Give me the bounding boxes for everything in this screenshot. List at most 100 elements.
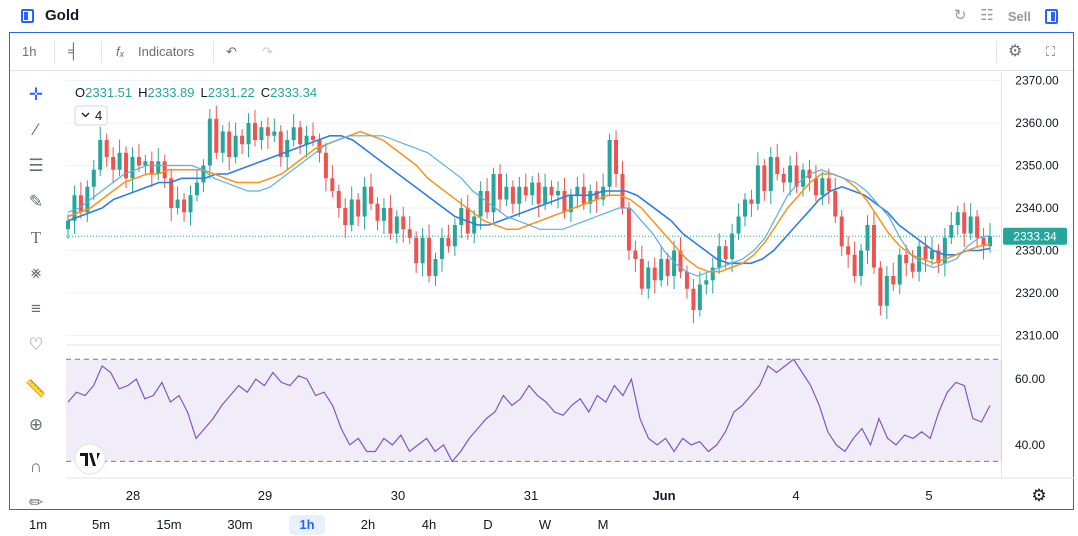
title-bar: Gold ↻ ☷ Sell: [0, 0, 1078, 32]
candle-body: [265, 127, 270, 136]
candle-body: [510, 186, 515, 204]
drawing-tools-sidebar: ✛ ∕ ☰ ✎ T ⨳ ≡ ♡ 📏 ⊕ ∩ ✏: [10, 71, 60, 512]
candle-body: [968, 216, 973, 234]
trend-line-icon[interactable]: ∕: [34, 120, 38, 139]
candle-body: [710, 267, 715, 281]
timeframe-5m[interactable]: 5m: [91, 517, 111, 532]
timeframe-2h[interactable]: 2h: [360, 517, 376, 532]
text-tool-icon[interactable]: T: [30, 228, 42, 247]
candle-body: [859, 250, 864, 276]
candle-body: [833, 191, 838, 217]
redo-icon[interactable]: ↷: [262, 44, 273, 59]
candle-body: [227, 131, 232, 157]
prediction-icon[interactable]: ≡: [31, 299, 41, 318]
candle-body: [311, 135, 316, 140]
candle-body: [543, 186, 548, 204]
time-tick-label: 5: [925, 488, 932, 503]
candle-body: [143, 161, 148, 166]
fib-retracement-icon[interactable]: ☰: [28, 156, 44, 175]
magnet-icon[interactable]: ∩: [29, 457, 43, 476]
candle-body: [762, 165, 767, 191]
timeframe-4h[interactable]: 4h: [421, 517, 437, 532]
fx-icon[interactable]: fₓ: [116, 44, 125, 59]
candle-body: [207, 118, 212, 166]
timeframe-w[interactable]: W: [538, 517, 552, 532]
timeframe-d[interactable]: D: [483, 517, 493, 532]
legend-l-label: L: [201, 85, 208, 100]
tradingview-logo: [74, 443, 106, 475]
candle-body: [530, 182, 535, 196]
timeframe-m[interactable]: M: [597, 517, 609, 532]
candle-body: [452, 225, 457, 247]
candle-body: [988, 236, 992, 247]
svg-text:⚙: ⚙: [1031, 486, 1046, 506]
brush-icon[interactable]: ✎: [28, 192, 44, 211]
indicators-button[interactable]: Indicators: [138, 44, 195, 59]
svg-text:2333.34: 2333.34: [1013, 229, 1057, 243]
crosshair-icon[interactable]: ✛: [28, 85, 44, 104]
candle-body: [124, 152, 129, 179]
sell-panel-icon[interactable]: [1045, 8, 1058, 24]
candle-body: [575, 186, 580, 196]
timeframe-30m[interactable]: 30m: [227, 517, 253, 532]
candle-body: [697, 284, 702, 310]
toolbar-divider: [996, 41, 997, 63]
candle-body: [568, 195, 573, 213]
lock-drawings-icon[interactable]: ✏: [28, 493, 44, 512]
chart-toolbar: 1h ╡ fₓ Indicators ↶ ↷ ⚙ ⛶: [10, 33, 1073, 71]
candle-body: [672, 250, 677, 276]
candle-body: [272, 131, 277, 136]
candle-body: [917, 246, 922, 272]
axis-settings-gear-icon[interactable]: ⚙: [1031, 486, 1046, 506]
candle-body: [194, 182, 199, 196]
timeframe-bar: 1m 5m 15m 30m 1h 2h 4h D W M: [0, 512, 1078, 536]
sell-button[interactable]: Sell: [1007, 8, 1031, 24]
toolbar-divider: [101, 41, 102, 63]
favorites-heart-icon[interactable]: ♡: [28, 335, 44, 354]
timeframe-1h[interactable]: 1h: [289, 515, 325, 535]
candle-body: [278, 131, 283, 157]
candle-body: [117, 152, 122, 170]
candle-body: [72, 195, 77, 221]
candle-body: [104, 140, 109, 157]
candle-body: [897, 254, 902, 285]
candle-body: [923, 246, 928, 259]
candle-body: [813, 178, 818, 196]
price-tick-label: 2350.00: [1015, 159, 1059, 173]
timeframe-15m[interactable]: 15m: [156, 517, 182, 532]
page-title: Gold: [45, 7, 80, 24]
candle-body: [865, 225, 870, 251]
zoom-in-icon[interactable]: ⊕: [28, 415, 44, 434]
interval-button[interactable]: 1h: [22, 44, 37, 59]
candle-body: [162, 161, 167, 179]
fullscreen-icon[interactable]: ⛶: [1046, 44, 1056, 59]
candle-body: [349, 199, 354, 225]
candle-body: [66, 220, 70, 230]
chart-widget: 1h ╡ fₓ Indicators ↶ ↷ ⚙ ⛶ ✛ ∕ ☰ ✎ T ⨳ ≡…: [9, 32, 1074, 512]
settings-gear-icon[interactable]: ⚙: [1008, 43, 1023, 60]
candles-icon[interactable]: ╡: [68, 43, 79, 60]
candle-body: [336, 191, 341, 208]
candle-body: [420, 237, 425, 264]
candle-body: [491, 174, 496, 213]
price-tick-label: 2370.00: [1015, 74, 1059, 88]
candle-body: [607, 140, 612, 187]
candle-body: [394, 216, 399, 234]
candle-body: [736, 216, 741, 234]
ohlc-legend: O2331.51 H2333.89 L2331.22 C2333.34: [75, 85, 317, 100]
grid-layout-icon[interactable]: ☷: [980, 7, 994, 24]
measure-ruler-icon[interactable]: 📏: [25, 379, 47, 398]
candle-body: [388, 208, 393, 234]
candle-body: [220, 131, 225, 153]
legend-h-label: H: [138, 85, 147, 100]
candle-body: [439, 237, 444, 259]
refresh-icon[interactable]: ↻: [953, 7, 967, 24]
timeframe-1m[interactable]: 1m: [28, 517, 48, 532]
candle-body: [955, 212, 960, 225]
candle-body: [91, 169, 96, 187]
candle-body: [330, 178, 335, 191]
pattern-icon[interactable]: ⨳: [30, 263, 42, 282]
undo-icon[interactable]: ↶: [226, 44, 237, 59]
indicators-toggle[interactable]: 4: [74, 105, 108, 126]
